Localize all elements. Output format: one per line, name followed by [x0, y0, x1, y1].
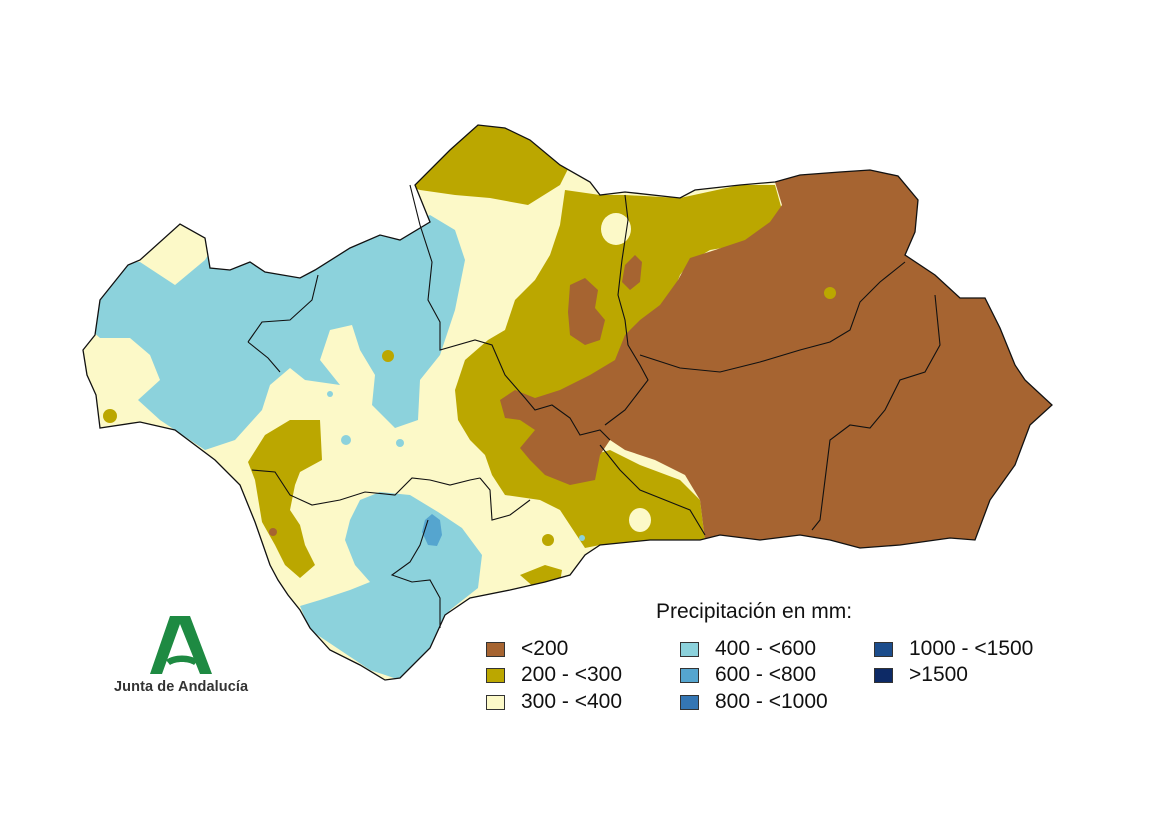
legend-label: 800 - <1000: [715, 690, 828, 713]
logo-text: Junta de Andalucía: [114, 679, 249, 695]
legend-label: 200 - <300: [521, 663, 623, 686]
legend-label: <200: [521, 637, 569, 660]
legend-swatch: [874, 667, 893, 683]
legend-label: 400 - <600: [715, 637, 817, 660]
legend-swatch: [486, 694, 505, 710]
legend-swatch: [486, 667, 505, 683]
legend-label: 1000 - <1500: [909, 637, 1034, 660]
legend-swatch: [680, 667, 699, 683]
junta-andalucia-logo: Junta de Andalucía: [108, 612, 264, 702]
legend-label: >1500: [909, 663, 968, 686]
legend-item: 1000 - <1500: [874, 636, 1033, 662]
map-legend: Precipitación en mm: <200 200 - <300 300…: [478, 598, 1078, 728]
legend-item: <200: [486, 636, 568, 662]
legend-item: 600 - <800: [680, 662, 816, 688]
legend-swatch: [680, 694, 699, 710]
legend-item: 400 - <600: [680, 636, 816, 662]
legend-item: 300 - <400: [486, 689, 622, 715]
legend-swatch: [680, 641, 699, 657]
legend-swatch: [486, 641, 505, 657]
legend-label: 300 - <400: [521, 690, 623, 713]
legend-swatch: [874, 641, 893, 657]
legend-label: 600 - <800: [715, 663, 817, 686]
legend-item: 200 - <300: [486, 662, 622, 688]
legend-item: >1500: [874, 662, 968, 688]
junta-andalucia-emblem-icon: [150, 616, 212, 674]
legend-title: Precipitación en mm:: [656, 600, 853, 623]
legend-item: 800 - <1000: [680, 689, 828, 715]
